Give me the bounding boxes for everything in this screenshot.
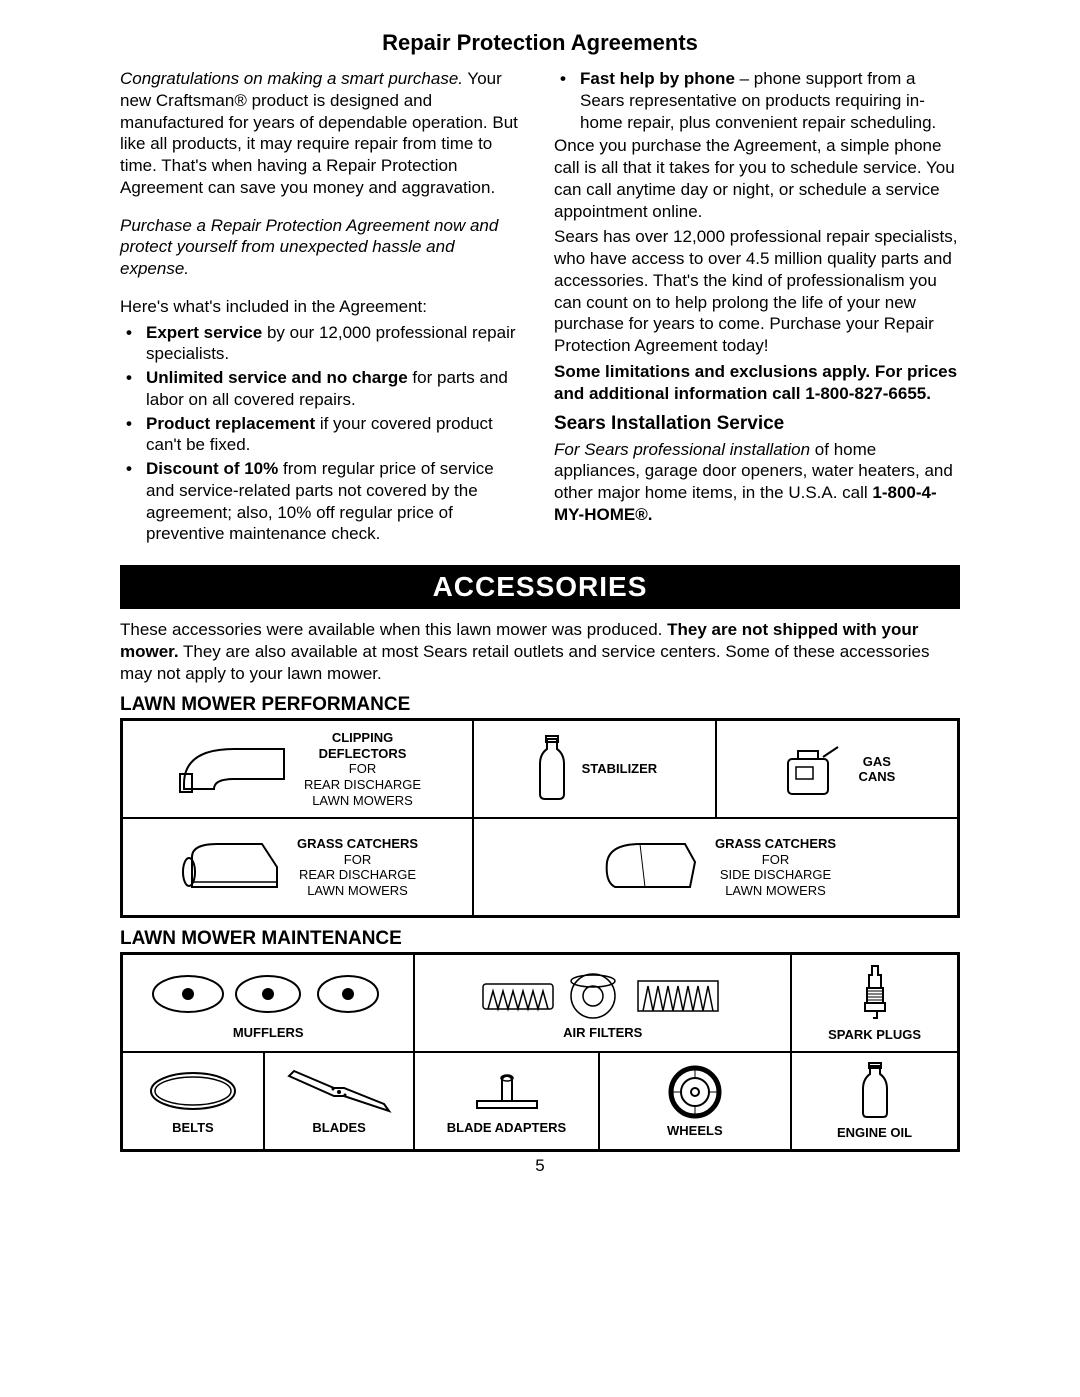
left-p1a: Congratulations on making a smart purcha…	[120, 69, 463, 88]
lbl: MUFFLERS	[233, 1025, 304, 1041]
maintenance-heading: LAWN MOWER MAINTENANCE	[120, 928, 960, 950]
left-p2: Purchase a Repair Protection Agreement n…	[120, 215, 526, 280]
lbl: AIR FILTERS	[563, 1025, 642, 1041]
lbl: FOR	[715, 852, 836, 868]
lbl: LAWN MOWERS	[715, 883, 836, 899]
cell-blade-adapters: BLADE ADAPTERS	[414, 1052, 598, 1151]
lbl: WHEELS	[667, 1123, 723, 1139]
li-bold: Discount of 10%	[146, 459, 278, 478]
lbl: CANS	[858, 769, 895, 785]
maintenance-table: MUFFLERS AIR FILTERS SPARK PLUGS BELTS B…	[120, 952, 960, 1152]
mufflers-icon	[148, 966, 388, 1021]
lbl: STABILIZER	[582, 761, 658, 777]
li-bold: Expert service	[146, 323, 262, 342]
wheel-icon	[665, 1064, 725, 1119]
list-item: Product replacement if your covered prod…	[120, 413, 526, 457]
lbl: GAS	[858, 754, 895, 770]
cell-wheels: WHEELS	[599, 1052, 792, 1151]
right-p1: Once you purchase the Agreement, a simpl…	[554, 135, 960, 222]
blade-icon	[279, 1066, 399, 1116]
lbl: SIDE DISCHARGE	[715, 867, 836, 883]
accessories-intro: These accessories were available when th…	[120, 619, 960, 684]
page-number: 5	[120, 1156, 960, 1176]
right-p2: Sears has over 12,000 professional repai…	[554, 226, 960, 357]
adapter-icon	[462, 1066, 552, 1116]
p4a: For Sears professional installation	[554, 440, 810, 459]
belt-icon	[143, 1066, 243, 1116]
catcher-side-icon	[595, 832, 705, 902]
left-list: Expert service by our 12,000 professiona…	[120, 322, 526, 546]
list-item: Discount of 10% from regular price of se…	[120, 458, 526, 545]
performance-heading: LAWN MOWER PERFORMANCE	[120, 694, 960, 716]
lbl: FOR	[304, 761, 421, 777]
right-p4: For Sears professional installation of h…	[554, 439, 960, 526]
sears-subhead: Sears Installation Service	[554, 412, 960, 436]
cell-belts: BELTS	[122, 1052, 264, 1151]
bottle-icon	[532, 734, 572, 804]
intro-c: They are also available at most Sears re…	[120, 642, 929, 683]
lbl: CLIPPING	[304, 730, 421, 746]
cell-grass-catcher-side: GRASS CATCHERSFORSIDE DISCHARGELAWN MOWE…	[473, 818, 958, 917]
cell-stabilizer: STABILIZER	[473, 720, 716, 819]
lbl: BELTS	[172, 1120, 214, 1136]
lbl: GRASS CATCHERS	[297, 836, 418, 852]
intro-a: These accessories were available when th…	[120, 620, 667, 639]
performance-table: CLIPPINGDEFLECTORSFORREAR DISCHARGELAWN …	[120, 718, 960, 918]
lbl: LAWN MOWERS	[297, 883, 418, 899]
cell-mufflers: MUFFLERS	[122, 954, 415, 1053]
cell-gas-cans: GASCANS	[716, 720, 959, 819]
cell-air-filters: AIR FILTERS	[414, 954, 791, 1053]
left-column: Congratulations on making a smart purcha…	[120, 68, 526, 547]
gas-can-icon	[778, 739, 848, 799]
li-bold: Product replacement	[146, 414, 315, 433]
li-bold: Fast help by phone	[580, 69, 735, 88]
lbl: REAR DISCHARGE	[297, 867, 418, 883]
air-filters-icon	[473, 966, 733, 1021]
page-title: Repair Protection Agreements	[120, 30, 960, 56]
right-list: Fast help by phone – phone support from …	[554, 68, 960, 133]
lbl: BLADE ADAPTERS	[447, 1120, 566, 1136]
cell-engine-oil: ENGINE OIL	[791, 1052, 958, 1151]
list-item: Unlimited service and no charge for part…	[120, 367, 526, 411]
lbl: SPARK PLUGS	[828, 1027, 921, 1043]
lbl: LAWN MOWERS	[304, 793, 421, 809]
lbl: ENGINE OIL	[837, 1125, 912, 1141]
lbl: REAR DISCHARGE	[304, 777, 421, 793]
lbl: BLADES	[312, 1120, 365, 1136]
catcher-rear-icon	[177, 832, 287, 902]
cell-spark-plugs: SPARK PLUGS	[791, 954, 958, 1053]
list-item: Fast help by phone – phone support from …	[554, 68, 960, 133]
cell-clipping-deflectors: CLIPPINGDEFLECTORSFORREAR DISCHARGELAWN …	[122, 720, 474, 819]
cell-blades: BLADES	[264, 1052, 415, 1151]
lbl: GRASS CATCHERS	[715, 836, 836, 852]
oil-bottle-icon	[855, 1061, 895, 1121]
list-item: Expert service by our 12,000 professiona…	[120, 322, 526, 366]
cell-grass-catcher-rear: GRASS CATCHERSFORREAR DISCHARGELAWN MOWE…	[122, 818, 474, 917]
left-p1b: Your new Craftsman® product is designed …	[120, 69, 518, 197]
spark-plug-icon	[855, 963, 895, 1023]
accessories-banner: ACCESSORIES	[120, 565, 960, 609]
two-column-body: Congratulations on making a smart purcha…	[120, 68, 960, 547]
li-bold: Unlimited service and no charge	[146, 368, 408, 387]
right-p3: Some limitations and exclusions apply. F…	[554, 361, 960, 405]
left-p3: Here's what's included in the Agreement:	[120, 296, 526, 318]
left-p1: Congratulations on making a smart purcha…	[120, 68, 526, 199]
deflector-icon	[174, 734, 294, 804]
right-column: Fast help by phone – phone support from …	[554, 68, 960, 547]
lbl: FOR	[297, 852, 418, 868]
lbl: DEFLECTORS	[304, 746, 421, 762]
